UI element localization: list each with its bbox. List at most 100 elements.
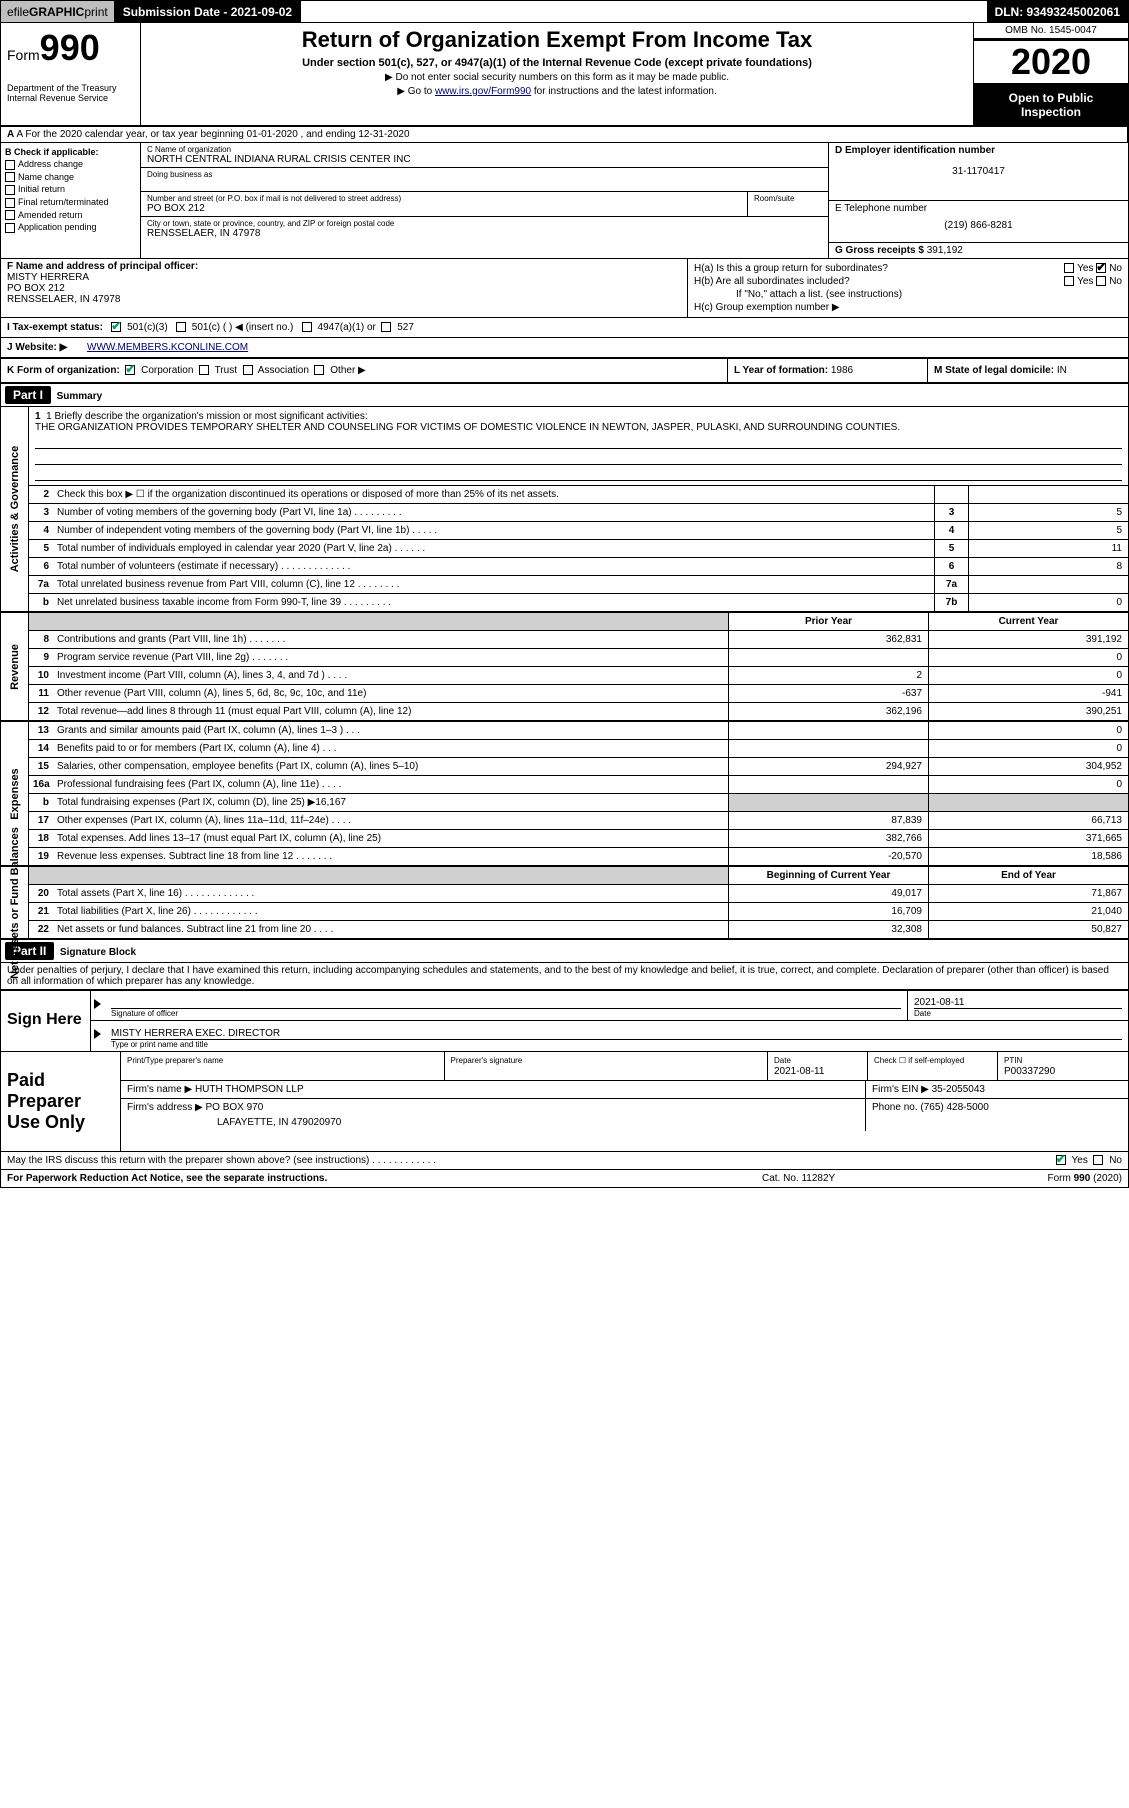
k-trust-check[interactable] [199,365,209,375]
row-prior [728,649,928,666]
ha-yn: Yes ✔No [1064,263,1122,274]
na-rows: 20 Total assets (Part X, line 16) . . . … [29,885,1128,938]
org-name-block: C Name of organization NORTH CENTRAL IND… [141,143,828,168]
b-application-pending[interactable]: Application pending [5,222,136,233]
row-20: 20 Total assets (Part X, line 16) . . . … [29,885,1128,903]
i-row: I Tax-exempt status: ✔ 501(c)(3) 501(c) … [1,318,1128,338]
b-name-change[interactable]: Name change [5,172,136,183]
prep-date: Date2021-08-11 [768,1052,868,1080]
row-num: b [29,794,53,811]
telephone: (219) 866-8281 [835,220,1122,231]
na-hdr-spacer [29,867,728,884]
efile-print[interactable]: print [84,5,107,19]
f-block: F Name and address of principal officer:… [1,259,688,317]
row-num: 9 [29,649,53,666]
row-val [968,576,1128,593]
k-other-check[interactable] [314,365,324,375]
row-label: Grants and similar amounts paid (Part IX… [53,722,728,739]
sig-name-cell: MISTY HERRERA EXEC. DIRECTOR Type or pri… [105,1021,1128,1051]
i-4947-check[interactable] [302,322,312,332]
row-16a: 16a Professional fundraising fees (Part … [29,776,1128,794]
room-label: Room/suite [754,194,822,203]
j-label: J Website: ▶ [7,342,87,353]
row-label: Total unrelated business revenue from Pa… [53,576,934,593]
row-label: Benefits paid to or for members (Part IX… [53,740,728,757]
sub3-post: for instructions and the latest informat… [531,86,717,97]
efile-graphic: GRAPHIC [29,5,84,19]
b-amended[interactable]: Amended return [5,210,136,221]
uline3 [35,467,1122,481]
irs-no-check[interactable] [1093,1155,1103,1165]
irs-link[interactable]: www.irs.gov/Form990 [435,86,531,97]
row-label: Total revenue—add lines 8 through 11 (mu… [53,703,728,720]
sig-date-label: Date [914,1008,1122,1018]
i-527-check[interactable] [381,322,391,332]
website-link[interactable]: WWW.MEMBERS.KCONLINE.COM [87,342,248,353]
row-num: 22 [29,921,53,938]
b-initial-return[interactable]: Initial return [5,184,136,195]
sig-date: 2021-08-11 [914,997,1122,1008]
sig-row2: MISTY HERRERA EXEC. DIRECTOR Type or pri… [91,1021,1128,1051]
form-990: 990 [40,27,100,68]
row-prior [728,740,928,757]
d-label: D Employer identification number [835,145,1122,156]
gov-row-3: 3 Number of voting members of the govern… [29,504,1128,522]
k-assoc-check[interactable] [243,365,253,375]
row-num: 20 [29,885,53,902]
irs-no: No [1109,1155,1122,1166]
mission-text: THE ORGANIZATION PROVIDES TEMPORARY SHEL… [35,422,1122,433]
row-num: 18 [29,830,53,847]
row-num: 3 [29,504,53,521]
part-ii-header: Part II Signature Block [1,940,1128,963]
row-num: 15 [29,758,53,775]
m-block: M State of legal domicile: IN [928,359,1128,382]
row-18: 18 Total expenses. Add lines 13–17 (must… [29,830,1128,848]
mission-block: 1 1 Briefly describe the organization's … [29,407,1128,486]
row-num: 7a [29,576,53,593]
irs-yes-check[interactable]: ✔ [1056,1155,1066,1165]
row-val: 8 [968,558,1128,575]
current-year-hdr: Current Year [928,613,1128,630]
header-left: Form990 Department of the Treasury Inter… [1,23,141,125]
l-block: L Year of formation: 1986 [728,359,928,382]
col-b: B Check if applicable: Address change Na… [1,143,141,258]
hb-yn: Yes No [1064,276,1122,287]
i-501c3-check[interactable]: ✔ [111,322,121,332]
dba-label: Doing business as [147,170,822,179]
i-label: I Tax-exempt status: [7,322,103,333]
row-num: 12 [29,703,53,720]
sig-declaration: Under penalties of perjury, I declare th… [1,963,1128,989]
row-8: 8 Contributions and grants (Part VIII, l… [29,631,1128,649]
row-current: 21,040 [928,903,1128,920]
ein: 31-1170417 [835,166,1122,177]
b-final-return[interactable]: Final return/terminated [5,197,136,208]
row-label: Number of independent voting members of … [53,522,934,539]
k-corp: Corporation [141,365,193,376]
i-block: I Tax-exempt status: ✔ 501(c)(3) 501(c) … [1,318,1128,337]
row-num: 6 [29,558,53,575]
form-subtitle: Under section 501(c), 527, or 4947(a)(1)… [147,57,967,69]
row-prior: 382,766 [728,830,928,847]
row-label: Other revenue (Part VIII, column (A), li… [53,685,728,702]
sub3-pre: ▶ Go to [397,86,435,97]
k-corp-check[interactable]: ✔ [125,365,135,375]
gov-row-5: 5 Total number of individuals employed i… [29,540,1128,558]
year-formation: 1986 [831,365,853,376]
sig-arrow2 [91,1021,105,1051]
sig-date-cell: 2021-08-11 Date [908,991,1128,1020]
k-assoc: Association [258,365,309,376]
b-label: B Check if applicable: [5,147,136,157]
row-22: 22 Net assets or fund balances. Subtract… [29,921,1128,938]
row-19: 19 Revenue less expenses. Subtract line … [29,848,1128,865]
row-prior [728,722,928,739]
section-governance: Activities & Governance 1 1 Briefly desc… [1,407,1128,613]
street-block: Number and street (or P.O. box if mail i… [141,192,748,216]
row-prior: 16,709 [728,903,928,920]
form-title: Return of Organization Exempt From Incom… [147,27,967,53]
exp-rows: 13 Grants and similar amounts paid (Part… [29,722,1128,865]
topbar-spacer [301,1,986,22]
row-num: 13 [29,722,53,739]
row-box: 5 [934,540,968,557]
b-address-change[interactable]: Address change [5,159,136,170]
i-501c-check[interactable] [176,322,186,332]
